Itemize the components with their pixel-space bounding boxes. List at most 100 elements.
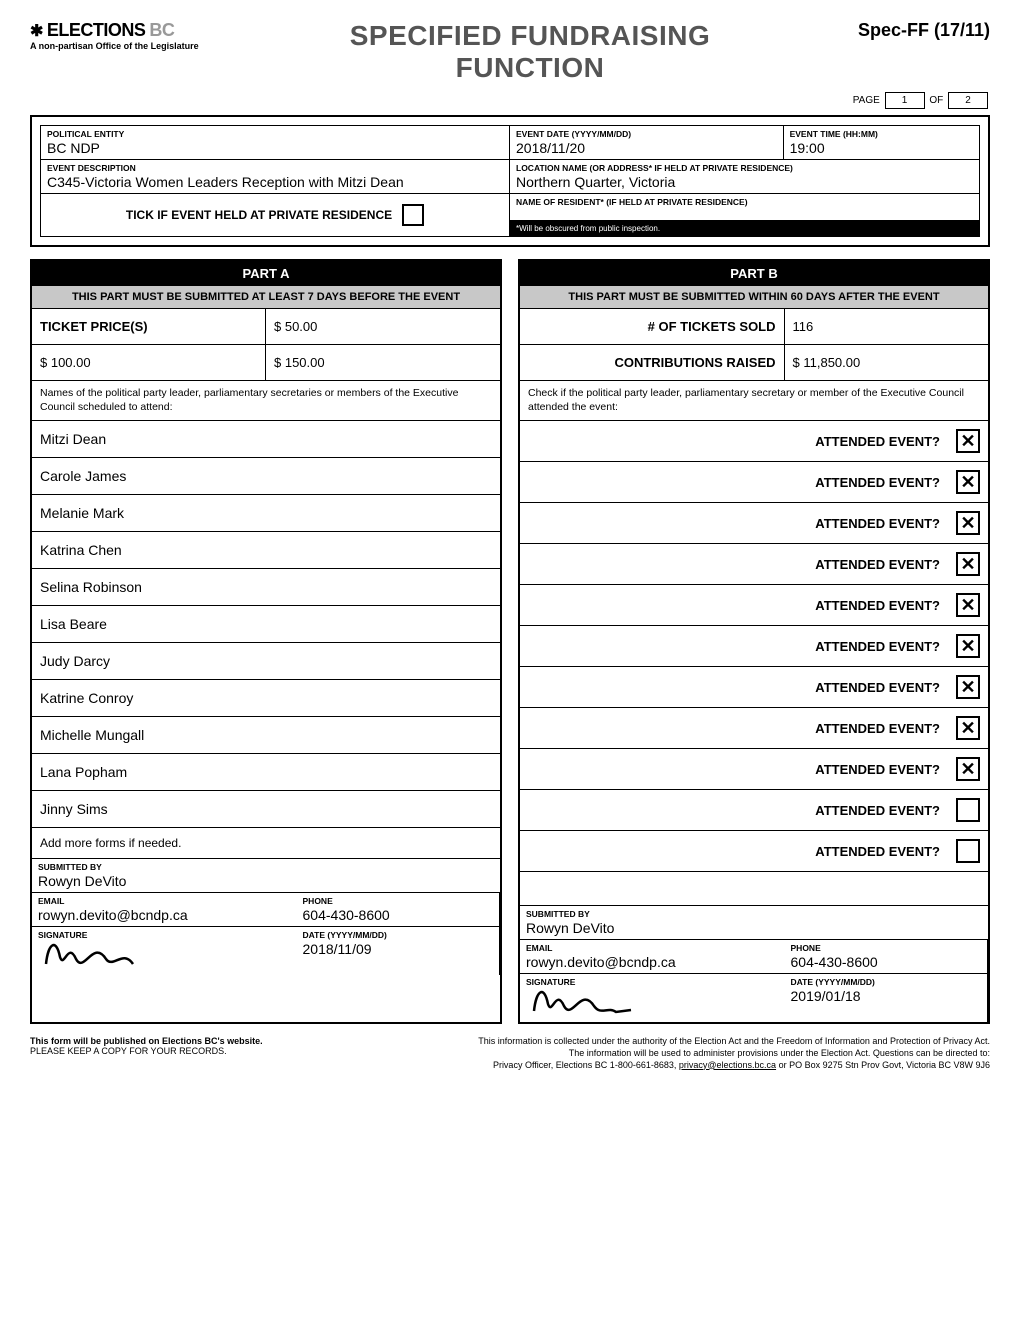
phone-label-a: PHONE xyxy=(303,896,493,906)
footer-publish-note: This form will be published on Elections… xyxy=(30,1036,330,1046)
footer-keep-copy: PLEASE KEEP A COPY FOR YOUR RECORDS. xyxy=(30,1046,330,1056)
attended-checkbox[interactable]: ✕ xyxy=(956,757,980,781)
attendee-row: Jinny Sims xyxy=(32,791,500,828)
attended-row: ATTENDED EVENT?✕ xyxy=(520,544,988,585)
attendees-note: Names of the political party leader, par… xyxy=(32,381,500,421)
attended-row: ATTENDED EVENT? ✕ xyxy=(520,585,988,626)
attended-checkbox[interactable] xyxy=(956,839,980,863)
attended-row: ATTENDED EVENT? ✕ xyxy=(520,503,988,544)
attended-row: ATTENDED EVENT? xyxy=(520,790,988,831)
event-desc: C345-Victoria Women Leaders Reception wi… xyxy=(47,174,503,190)
event-info-box: POLITICAL ENTITY BC NDP EVENT DATE (YYYY… xyxy=(30,115,990,247)
part-a-subtitle: THIS PART MUST BE SUBMITTED AT LEAST 7 D… xyxy=(32,286,500,309)
tickets-sold: 116 xyxy=(785,309,988,344)
date-a: 2018/11/09 xyxy=(303,941,493,957)
attended-row: ATTENDED EVENT? ✕ xyxy=(520,708,988,749)
org-suffix: BC xyxy=(149,20,174,41)
email-label-b: EMAIL xyxy=(526,943,779,953)
attended-checkbox[interactable]: ✕ xyxy=(956,675,980,699)
resident-label: NAME OF RESIDENT* (IF HELD AT PRIVATE RE… xyxy=(516,197,973,207)
event-time: 19:00 xyxy=(790,140,973,156)
footer: This form will be published on Elections… xyxy=(30,1036,990,1071)
attended-checkbox[interactable]: ✕ xyxy=(956,593,980,617)
attendee-row: Selina Robinson xyxy=(32,569,500,606)
phone-b: 604-430-8600 xyxy=(791,954,981,970)
tickets-sold-label: # OF TICKETS SOLD xyxy=(520,309,785,344)
political-entity: BC NDP xyxy=(47,140,503,156)
submitted-by-label-b: SUBMITTED BY xyxy=(526,909,982,919)
attended-checkbox[interactable]: ✕ xyxy=(956,716,980,740)
contributions-label: CONTRIBUTIONS RAISED xyxy=(520,345,785,380)
attendee-row: Lisa Beare xyxy=(32,606,500,643)
private-residence-row: TICK IF EVENT HELD AT PRIVATE RESIDENCE xyxy=(41,194,510,236)
part-b-title: PART B xyxy=(520,261,988,286)
add-more-note: Add more forms if needed. xyxy=(32,828,500,859)
email-label-a: EMAIL xyxy=(38,896,291,906)
attended-checkbox[interactable]: ✕ xyxy=(956,429,980,453)
part-a: PART A THIS PART MUST BE SUBMITTED AT LE… xyxy=(30,259,502,1024)
attendee-row: Katrina Chen xyxy=(32,532,500,569)
submitted-by-label-a: SUBMITTED BY xyxy=(38,862,494,872)
private-residence-checkbox[interactable] xyxy=(402,204,424,226)
attended-label: ATTENDED EVENT? xyxy=(815,434,940,449)
org-tagline: A non-partisan Office of the Legislature xyxy=(30,41,270,51)
attended-checkbox[interactable]: ✕ xyxy=(956,552,980,576)
form-title: SPECIFIED FUNDRAISING FUNCTION xyxy=(270,20,790,84)
attended-row: ATTENDED EVENT? ✕ xyxy=(520,626,988,667)
attended-row: ATTENDED EVENT? xyxy=(520,831,988,872)
logo-icon: ✱ xyxy=(30,21,43,41)
location: Northern Quarter, Victoria xyxy=(516,174,973,190)
event-date: 2018/11/20 xyxy=(516,140,777,156)
attended-label: ATTENDED EVENT? xyxy=(815,844,940,859)
attended-label: ATTENDED EVENT? xyxy=(815,516,940,531)
attended-checkbox[interactable]: ✕ xyxy=(956,470,980,494)
event-date-label: EVENT DATE (YYYY/MM/DD) xyxy=(516,129,777,139)
attended-row: ATTENDED EVENT? ✕ xyxy=(520,667,988,708)
attended-checkbox[interactable]: ✕ xyxy=(956,511,980,535)
attendee-row: Lana Popham xyxy=(32,754,500,791)
event-time-label: EVENT TIME (HH:MM) xyxy=(790,129,973,139)
footer-legal: This information is collected under the … xyxy=(360,1036,990,1071)
attendee-row: Judy Darcy xyxy=(32,643,500,680)
date-b: 2019/01/18 xyxy=(791,988,981,1004)
attended-label: ATTENDED EVENT? xyxy=(815,680,940,695)
submitted-by-b: Rowyn DeVito xyxy=(526,920,982,936)
page-indicator: PAGE 1 OF 2 xyxy=(30,92,990,109)
email-a: rowyn.devito@bcndp.ca xyxy=(38,907,291,923)
part-b-subtitle: THIS PART MUST BE SUBMITTED WITHIN 60 DA… xyxy=(520,286,988,309)
form-code: Spec-FF (17/11) xyxy=(790,20,990,41)
attended-row: ATTENDED EVENT? ✕ xyxy=(520,421,988,462)
ticket-price-label: TICKET PRICE(S) xyxy=(32,309,266,344)
attendee-row: Mitzi Dean xyxy=(32,421,500,458)
signature-b xyxy=(526,976,636,1018)
email-b: rowyn.devito@bcndp.ca xyxy=(526,954,779,970)
page-num: 1 xyxy=(885,92,925,109)
header: ✱ ELECTIONS BC A non-partisan Office of … xyxy=(30,20,990,84)
event-desc-label: EVENT DESCRIPTION xyxy=(47,163,503,173)
obscure-note: *Will be obscured from public inspection… xyxy=(510,221,979,236)
date-label-b: DATE (YYYY/MM/DD) xyxy=(791,977,981,987)
attendee-row: Michelle Mungall xyxy=(32,717,500,754)
ticket-price-3: $ 150.00 xyxy=(266,345,500,380)
attendee-row: Melanie Mark xyxy=(32,495,500,532)
attended-checkbox[interactable]: ✕ xyxy=(956,634,980,658)
attended-row: ATTENDED EVENT? ✕ xyxy=(520,462,988,503)
attended-label: ATTENDED EVENT? xyxy=(815,639,940,654)
org-name: ELECTIONS xyxy=(47,20,146,41)
date-label-a: DATE (YYYY/MM/DD) xyxy=(303,930,493,940)
attended-label: ATTENDED EVENT? xyxy=(815,475,940,490)
submitted-by-a: Rowyn DeVito xyxy=(38,873,494,889)
page-total: 2 xyxy=(948,92,988,109)
political-entity-label: POLITICAL ENTITY xyxy=(47,129,503,139)
contributions: $ 11,850.00 xyxy=(785,345,988,380)
attended-checkbox[interactable] xyxy=(956,798,980,822)
attendee-row: Carole James xyxy=(32,458,500,495)
logo-block: ✱ ELECTIONS BC A non-partisan Office of … xyxy=(30,20,270,51)
signature-a xyxy=(38,929,138,971)
phone-a: 604-430-8600 xyxy=(303,907,493,923)
attended-label: ATTENDED EVENT? xyxy=(815,598,940,613)
attended-label: ATTENDED EVENT? xyxy=(815,803,940,818)
attended-label: ATTENDED EVENT? xyxy=(815,721,940,736)
attended-label: ATTENDED EVENT? xyxy=(815,762,940,777)
ticket-price-1: $ 50.00 xyxy=(266,309,500,344)
